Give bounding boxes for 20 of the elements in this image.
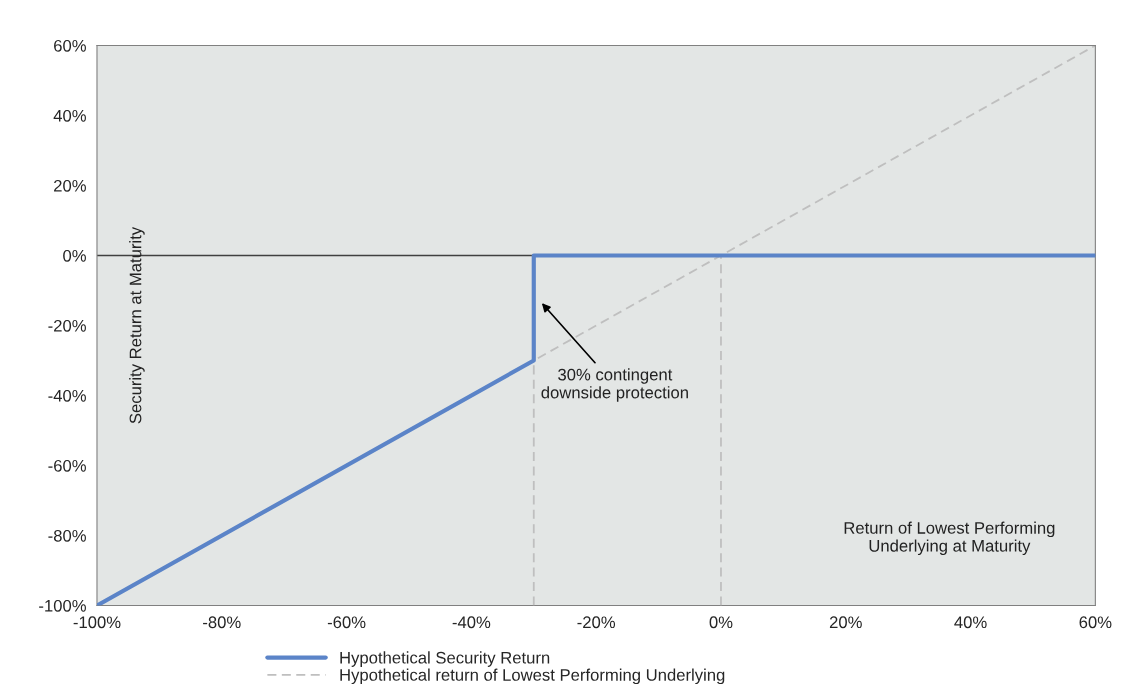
x-tick-label: 60% bbox=[1079, 616, 1112, 629]
legend-label: Hypothetical return of Lowest Performing Underlying bbox=[340, 668, 725, 685]
x-tick-label: 20% bbox=[829, 616, 862, 629]
legend-label: Hypothetical Security Return bbox=[340, 651, 550, 667]
y-tick-label: -80% bbox=[48, 529, 86, 542]
y-tick-label: -20% bbox=[48, 319, 86, 332]
y-tick-label: 60% bbox=[54, 39, 86, 52]
y-tick-label: 40% bbox=[53, 109, 86, 122]
y-tick-label: 20% bbox=[54, 179, 86, 192]
y-tick-label: -60% bbox=[48, 459, 86, 472]
x-tick-label: -20% bbox=[577, 616, 616, 629]
y-tick-label: 0% bbox=[63, 249, 86, 262]
x-tick-label: -40% bbox=[452, 616, 491, 629]
y-tick-label: -40% bbox=[48, 389, 86, 402]
x-tick-label: 40% bbox=[954, 616, 987, 629]
x-tick-label: -60% bbox=[327, 616, 366, 629]
x-tick-label: -80% bbox=[203, 616, 241, 629]
y-tick-label: -100% bbox=[39, 599, 86, 612]
x-tick-label: 0% bbox=[709, 616, 733, 629]
x-tick-label: -100% bbox=[73, 616, 121, 629]
